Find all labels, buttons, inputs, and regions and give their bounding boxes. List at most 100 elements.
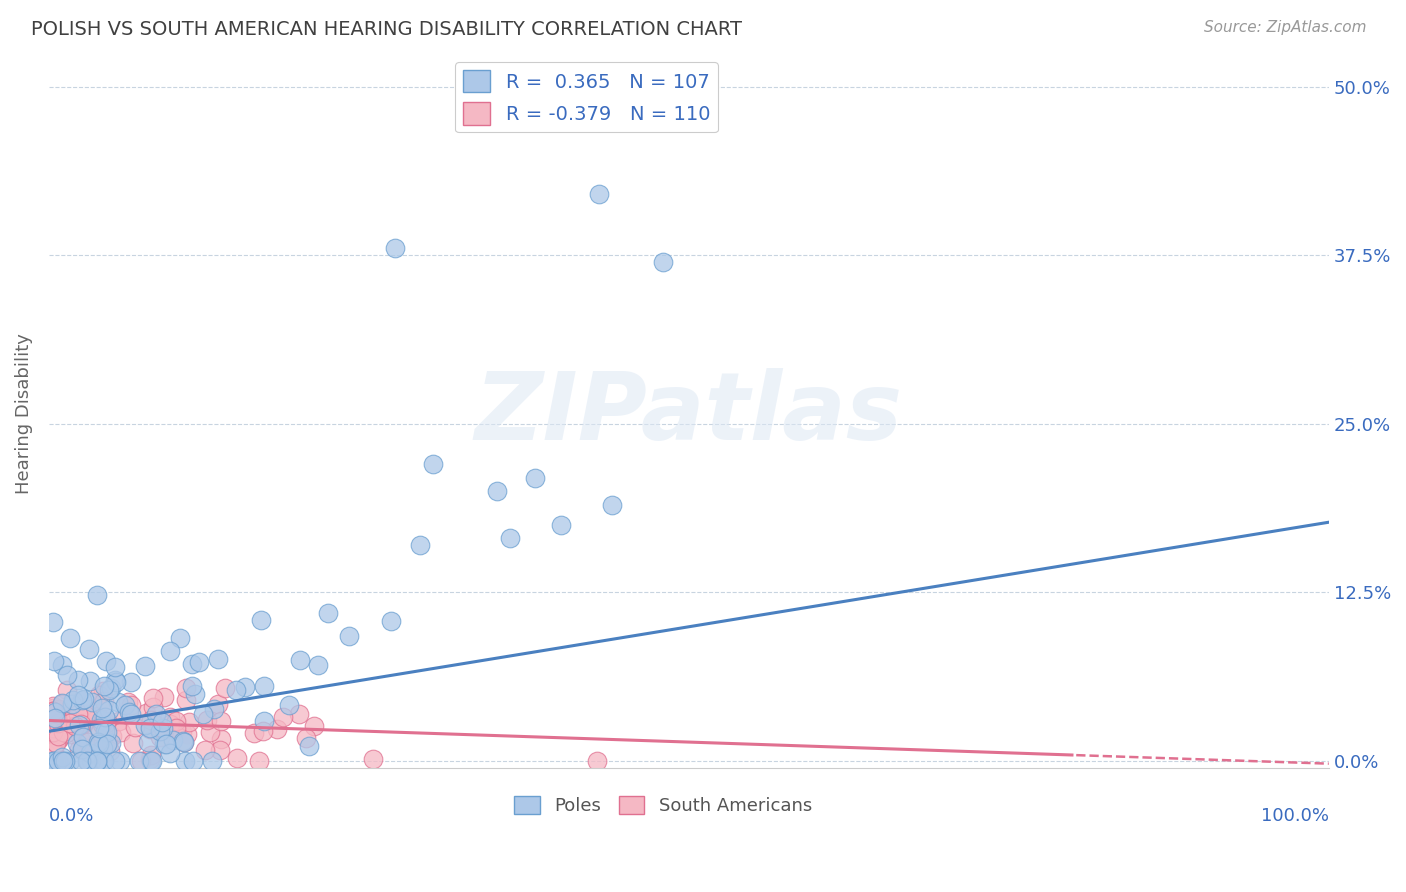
Point bbox=[59, 715, 82, 730]
Point bbox=[59, 727, 82, 741]
Point bbox=[207, 697, 229, 711]
Point bbox=[46, 711, 69, 725]
Point bbox=[72, 739, 94, 754]
Point bbox=[288, 706, 311, 721]
Point bbox=[49, 730, 72, 744]
Point bbox=[86, 708, 108, 723]
Point bbox=[134, 718, 156, 732]
Point bbox=[409, 538, 432, 552]
Point bbox=[86, 754, 108, 768]
Text: 0.0%: 0.0% bbox=[49, 806, 94, 824]
Point bbox=[173, 734, 195, 748]
Point bbox=[250, 613, 273, 627]
Point bbox=[91, 701, 114, 715]
Point bbox=[120, 698, 142, 712]
Point bbox=[361, 751, 384, 765]
Point bbox=[73, 692, 96, 706]
Point bbox=[51, 749, 73, 764]
Point bbox=[56, 683, 79, 698]
Point bbox=[77, 702, 100, 716]
Point bbox=[384, 242, 406, 256]
Point bbox=[195, 714, 218, 728]
Point bbox=[172, 734, 194, 748]
Point bbox=[129, 754, 152, 768]
Point bbox=[184, 688, 207, 702]
Point bbox=[176, 727, 198, 741]
Point bbox=[69, 733, 91, 747]
Point bbox=[42, 701, 65, 715]
Point bbox=[98, 744, 121, 758]
Point bbox=[45, 754, 67, 768]
Point bbox=[67, 742, 90, 756]
Point bbox=[86, 754, 108, 768]
Point bbox=[252, 724, 274, 739]
Point bbox=[337, 629, 360, 643]
Point bbox=[600, 498, 623, 512]
Point bbox=[226, 751, 249, 765]
Point bbox=[87, 688, 110, 702]
Point bbox=[207, 652, 229, 666]
Point bbox=[42, 754, 65, 768]
Point bbox=[70, 692, 93, 706]
Point bbox=[159, 709, 181, 723]
Point bbox=[180, 679, 202, 693]
Point bbox=[89, 737, 111, 751]
Point bbox=[148, 730, 170, 744]
Point bbox=[273, 710, 295, 724]
Point bbox=[51, 706, 73, 720]
Point bbox=[96, 654, 118, 668]
Point bbox=[121, 736, 143, 750]
Point bbox=[66, 688, 89, 702]
Point bbox=[63, 718, 86, 732]
Point bbox=[152, 721, 174, 735]
Point bbox=[136, 735, 159, 749]
Point bbox=[58, 631, 80, 645]
Point bbox=[93, 694, 115, 708]
Point bbox=[70, 754, 93, 768]
Point bbox=[104, 674, 127, 689]
Point bbox=[209, 714, 232, 728]
Point bbox=[77, 642, 100, 657]
Point bbox=[104, 754, 127, 768]
Point bbox=[65, 721, 87, 735]
Point bbox=[59, 715, 82, 730]
Point bbox=[135, 706, 157, 720]
Point bbox=[66, 736, 89, 750]
Point bbox=[586, 754, 609, 768]
Point bbox=[152, 723, 174, 737]
Text: POLISH VS SOUTH AMERICAN HEARING DISABILITY CORRELATION CHART: POLISH VS SOUTH AMERICAN HEARING DISABIL… bbox=[31, 20, 742, 38]
Point bbox=[51, 706, 73, 720]
Point bbox=[42, 615, 65, 629]
Point bbox=[46, 716, 69, 731]
Point bbox=[550, 517, 572, 532]
Point bbox=[173, 754, 195, 768]
Point bbox=[42, 714, 65, 728]
Point bbox=[42, 721, 65, 735]
Point bbox=[124, 720, 146, 734]
Point bbox=[51, 720, 73, 734]
Point bbox=[59, 754, 82, 768]
Point bbox=[201, 754, 224, 768]
Y-axis label: Hearing Disability: Hearing Disability bbox=[15, 334, 32, 494]
Point bbox=[165, 722, 187, 736]
Point bbox=[108, 754, 131, 768]
Point bbox=[295, 731, 318, 746]
Point bbox=[96, 737, 118, 751]
Point bbox=[277, 698, 299, 712]
Point bbox=[72, 730, 94, 744]
Point bbox=[94, 723, 117, 738]
Point bbox=[209, 731, 232, 746]
Point bbox=[141, 754, 163, 768]
Point bbox=[56, 709, 79, 723]
Point bbox=[42, 712, 65, 726]
Point bbox=[76, 706, 98, 721]
Point bbox=[89, 725, 111, 739]
Point bbox=[46, 754, 69, 768]
Point bbox=[153, 737, 176, 751]
Point bbox=[499, 532, 522, 546]
Point bbox=[159, 716, 181, 731]
Point bbox=[117, 695, 139, 709]
Point bbox=[90, 713, 112, 727]
Point bbox=[159, 643, 181, 657]
Point bbox=[70, 717, 93, 731]
